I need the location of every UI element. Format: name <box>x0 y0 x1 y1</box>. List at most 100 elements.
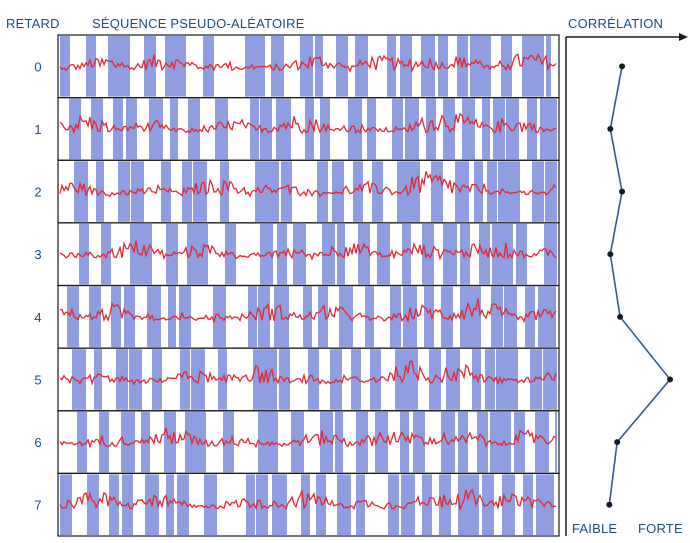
pulse-band <box>400 411 409 473</box>
pulse-band <box>353 161 363 222</box>
pulse-band <box>77 411 87 473</box>
pulse-band <box>470 36 482 97</box>
pulse-band <box>256 474 268 535</box>
pulse-band <box>474 161 483 222</box>
pulse-band <box>501 36 512 97</box>
pulse-band <box>408 349 418 410</box>
pulse-band <box>511 161 520 222</box>
pulse-band <box>129 349 142 410</box>
pulse-band <box>339 286 353 348</box>
pulse-band <box>126 98 137 160</box>
pulse-band <box>506 98 519 160</box>
pulse-band <box>215 98 228 160</box>
pulse-band <box>397 161 410 222</box>
pulse-band <box>204 474 217 535</box>
pulse-band <box>188 98 200 160</box>
correlation-point <box>619 188 626 195</box>
pulse-band <box>255 161 266 222</box>
pulse-band <box>79 223 89 285</box>
pulse-band <box>253 349 264 410</box>
pulse-band <box>86 36 96 97</box>
pulse-band <box>74 161 88 222</box>
pulse-band <box>293 223 306 285</box>
sequence-row <box>57 410 560 474</box>
pulse-band <box>179 286 191 348</box>
pulse-band <box>111 286 121 348</box>
pulse-band <box>72 349 86 410</box>
pulse-band <box>272 474 287 535</box>
pulse-band <box>143 223 152 285</box>
pulse-band <box>426 98 436 160</box>
pulse-band <box>96 161 104 222</box>
pulse-band <box>365 286 374 348</box>
pulse-band <box>400 36 412 97</box>
weak-label: FAIBLE <box>572 521 618 536</box>
pulse-band <box>516 223 527 285</box>
signal-trace <box>59 171 557 198</box>
pulse-band <box>268 411 278 473</box>
sequence-title: SÉQUENCE PSEUDO-ALÉATOIRE <box>92 16 305 31</box>
pulse-band <box>248 286 257 348</box>
correlation-point <box>606 501 613 508</box>
correlation-point <box>614 439 621 446</box>
pulse-band <box>116 349 128 410</box>
pulse-band <box>413 411 425 473</box>
signal-trace <box>59 240 557 261</box>
pulse-band <box>101 223 111 285</box>
signal-trace <box>59 112 557 135</box>
pulse-band <box>130 223 144 285</box>
pulse-band <box>149 98 163 160</box>
pulse-band <box>485 349 495 410</box>
pulse-band <box>317 161 328 222</box>
pulse-band <box>429 349 441 410</box>
pulse-band <box>147 286 161 348</box>
pulse-band <box>388 474 399 535</box>
signal-trace <box>59 488 557 512</box>
pulse-band <box>501 411 511 473</box>
pulse-band <box>514 411 525 473</box>
pulse-band <box>315 36 323 97</box>
pulse-band <box>223 411 234 473</box>
pulse-band <box>530 349 542 410</box>
delay-label: 3 <box>34 247 41 262</box>
pulse-band <box>439 474 451 535</box>
pulse-band <box>263 349 277 410</box>
pulse-band <box>446 349 460 410</box>
pulse-band <box>441 411 455 473</box>
pulse-band <box>544 223 557 285</box>
pulse-band <box>220 161 229 222</box>
pulse-band <box>471 474 479 535</box>
pulse-band <box>258 411 271 473</box>
signal-trace <box>59 360 557 386</box>
pulse-band <box>121 411 135 473</box>
pulse-band <box>305 98 314 160</box>
pulse-band <box>491 286 503 348</box>
delay-label: 5 <box>34 372 41 387</box>
signal-trace <box>59 427 557 449</box>
pulse-band <box>504 286 517 348</box>
pulse-band <box>124 286 135 348</box>
sequence-row <box>57 222 560 287</box>
pulse-band <box>482 98 490 160</box>
pulse-band <box>94 349 102 410</box>
pulse-band <box>387 36 396 97</box>
pulse-band <box>424 286 434 348</box>
pulse-band <box>152 349 162 410</box>
pulse-band <box>87 474 99 535</box>
correlation-point <box>667 376 674 383</box>
correlation-point <box>619 63 626 70</box>
pulse-band <box>479 223 490 285</box>
pulse-band <box>165 36 177 97</box>
pulse-band <box>318 286 328 348</box>
correlation-point <box>617 313 624 320</box>
pulse-band <box>356 474 365 535</box>
arrow-head-icon <box>679 33 688 41</box>
pulse-band <box>166 474 174 535</box>
pulse-band <box>180 349 190 410</box>
pulse-band <box>441 286 453 348</box>
pulse-band <box>538 286 549 348</box>
pulse-band <box>535 411 549 473</box>
sequence-row <box>57 472 560 537</box>
correlation-line <box>608 66 672 505</box>
